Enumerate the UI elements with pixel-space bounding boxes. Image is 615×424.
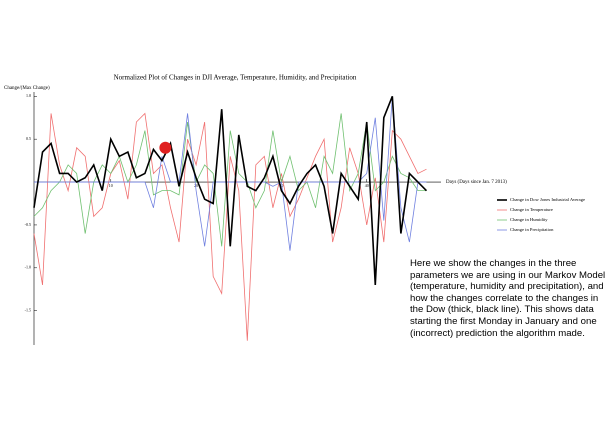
legend-label: Change in Temperature (510, 207, 553, 212)
y-tick-label: 0.5 (26, 136, 31, 141)
y-axis-title: Change/(Max Change) (4, 86, 50, 91)
series-line (33, 95, 428, 286)
legend-label: Change in Humidity (510, 217, 548, 222)
x-tick-label: 20 (194, 183, 198, 188)
chart-title: Normalized Plot of Changes in DJI Averag… (114, 74, 357, 82)
y-tick-label: -1.0 (25, 265, 31, 270)
legend-label: Change in Precipitation (510, 227, 554, 232)
annotation: Here we show the changes in the three pa… (410, 258, 606, 339)
x-tick-label: 30 (279, 183, 283, 188)
y-tick-label: -0.5 (25, 222, 31, 227)
y-tick-label: -1.5 (25, 308, 31, 313)
x-axis-title: Days (Days since Jan. 7 2013) (446, 180, 507, 185)
prediction-marker (159, 141, 172, 154)
x-tick-label: 10 (109, 183, 113, 188)
x-tick-label: 40 (365, 183, 369, 188)
series-line (34, 96, 427, 251)
y-tick-label: 1.0 (26, 93, 31, 98)
legend-label: Change in Dow Jones Industrial Average (510, 197, 585, 202)
series-line (33, 113, 427, 247)
series-line (33, 112, 427, 341)
